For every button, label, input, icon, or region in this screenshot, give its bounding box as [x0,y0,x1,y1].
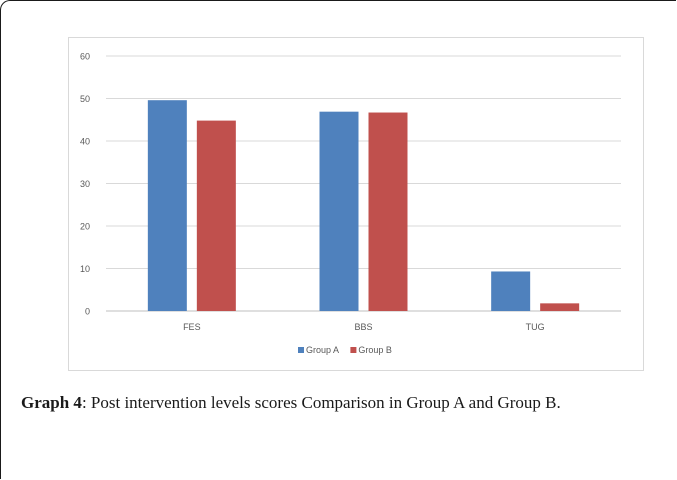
y-tick-label: 10 [80,264,90,274]
x-tick-label: TUG [526,322,545,332]
bar-fes-group-b [197,121,236,311]
bar-bbs-group-a [320,112,359,311]
bar-tug-group-b [540,303,579,311]
caption-label: Graph 4 [21,393,82,412]
y-tick-label: 20 [80,222,90,232]
x-tick-label: BBS [354,322,372,332]
legend-swatch [298,347,304,353]
x-tick-label: FES [183,322,201,332]
bar-bbs-group-b [369,113,408,311]
caption-text: : Post intervention levels scores Compar… [82,393,561,412]
bar-tug-group-a [491,271,530,311]
legend-swatch [350,347,356,353]
bar-chart: 0 10 20 30 40 50 60 FES BBS TUG Group A Group B [69,38,643,370]
legend-label: Group A [306,345,339,355]
chart-area: 0 10 20 30 40 50 60 FES BBS TUG Group A Group B [68,37,644,371]
y-tick-label: 40 [80,137,90,147]
y-tick-label: 60 [80,52,90,62]
figure-caption: Graph 4: Post intervention levels scores… [21,390,659,415]
bar-fes-group-a [148,100,187,311]
legend-label: Group B [358,345,392,355]
y-tick-label: 30 [80,179,90,189]
y-tick-label: 0 [85,307,90,317]
y-tick-label: 50 [80,94,90,104]
